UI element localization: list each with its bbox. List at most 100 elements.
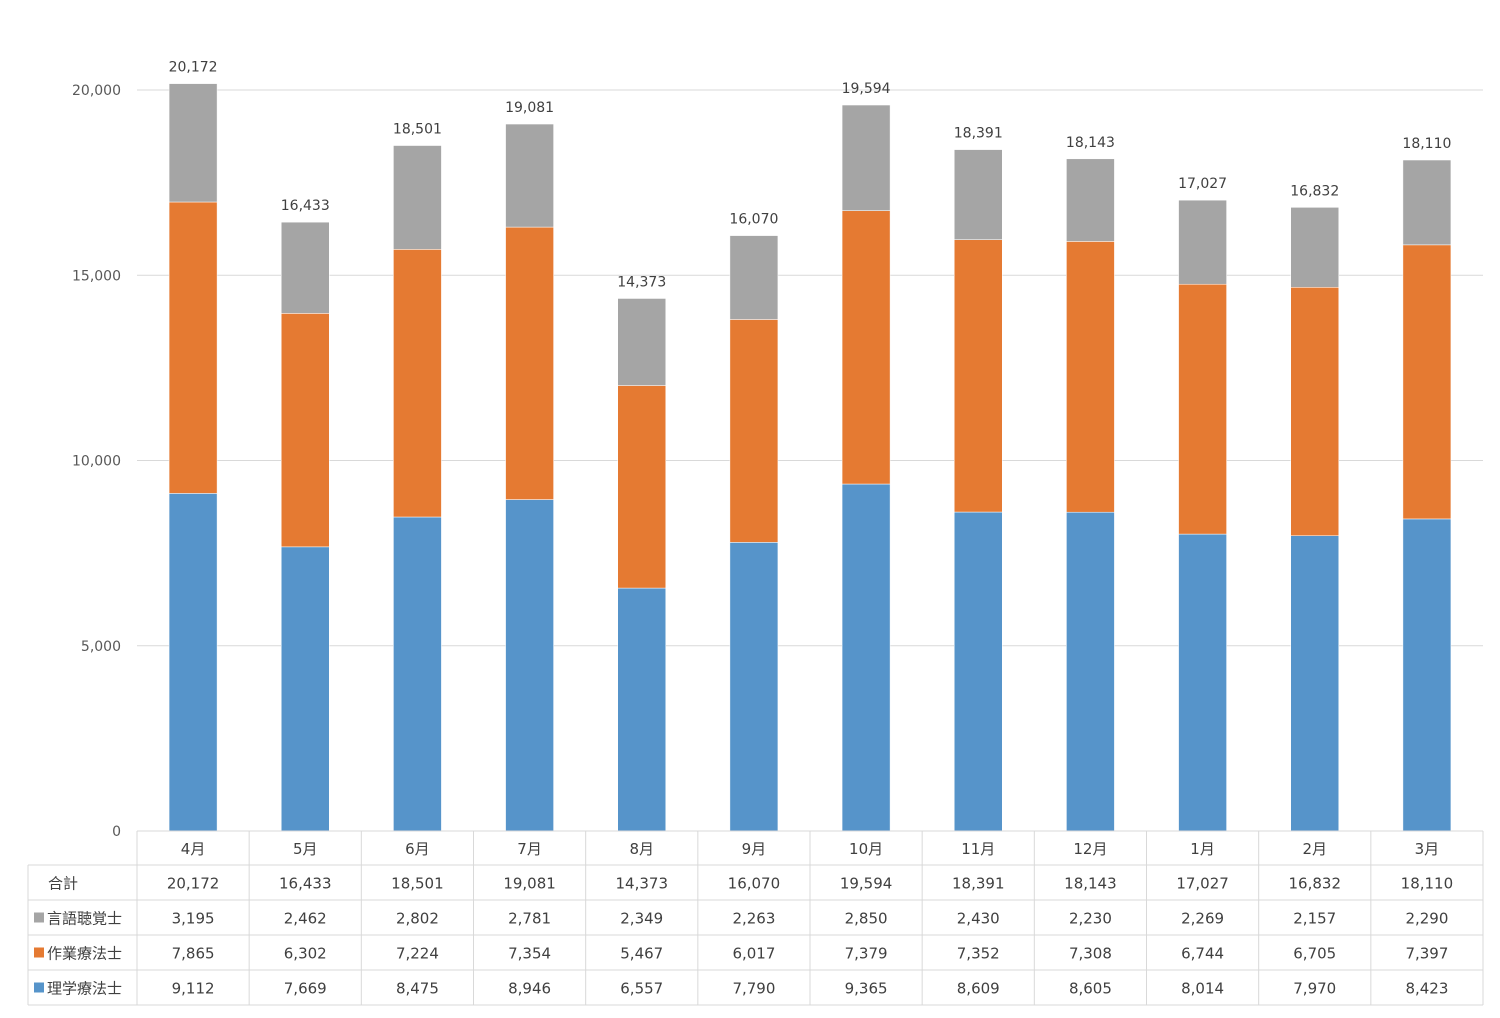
table-cell-4-1: 9,112 <box>172 980 215 998</box>
table-cell-1-3: 18,501 <box>391 875 444 893</box>
bar-2-7 <box>841 210 891 485</box>
bar-2-4 <box>505 226 554 500</box>
legend-label-4: 理学療法士 <box>47 980 122 998</box>
bar-1-9 <box>1066 511 1115 832</box>
x-tick-label-9: 12月 <box>1073 840 1107 858</box>
table-cell-4-4: 8,946 <box>508 980 551 998</box>
total-label-12: 18,110 <box>1402 136 1451 152</box>
bar-1-7 <box>841 483 891 832</box>
legend-label-2: 言語聴覚士 <box>47 910 122 928</box>
table-cell-3-7: 7,379 <box>845 945 888 963</box>
total-label-10: 17,027 <box>1178 176 1227 192</box>
table-cell-2-12: 2,290 <box>1405 910 1448 928</box>
table-cell-3-8: 7,352 <box>957 945 1000 963</box>
bar-1-10 <box>1178 533 1227 832</box>
table-cell-3-2: 6,302 <box>284 945 327 963</box>
legend-key-2 <box>34 912 44 923</box>
table-cell-2-9: 2,230 <box>1069 910 1112 928</box>
table-cell-2-11: 2,157 <box>1293 910 1336 928</box>
x-tick-label-4: 7月 <box>517 840 542 858</box>
bar-1-8 <box>954 511 1003 832</box>
table-cell-4-9: 8,605 <box>1069 980 1112 998</box>
x-tick-label-12: 3月 <box>1415 840 1440 858</box>
bar-3-6 <box>729 235 779 320</box>
x-tick-label-11: 2月 <box>1302 840 1327 858</box>
bar-1-6 <box>729 542 779 832</box>
y-tick-label-0: 0 <box>112 824 121 840</box>
table-cell-4-6: 7,790 <box>732 980 775 998</box>
x-tick-label-3: 6月 <box>405 840 430 858</box>
table-cell-1-6: 16,070 <box>728 875 781 893</box>
bar-3-12 <box>1402 159 1452 246</box>
table-cell-1-10: 17,027 <box>1176 875 1229 893</box>
bar-2-8 <box>954 239 1003 513</box>
x-tick-label-8: 11月 <box>961 840 995 858</box>
table-cell-4-11: 7,970 <box>1293 980 1336 998</box>
total-label-5: 14,373 <box>617 274 666 290</box>
bar-3-9 <box>1066 158 1115 242</box>
total-label-2: 16,433 <box>281 198 330 214</box>
table-cell-3-5: 5,467 <box>620 945 663 963</box>
table-cell-1-11: 16,832 <box>1289 875 1342 893</box>
bar-2-3 <box>393 249 442 518</box>
table-cell-4-3: 8,475 <box>396 980 439 998</box>
table-cell-3-11: 6,705 <box>1293 945 1336 963</box>
table-cell-3-9: 7,308 <box>1069 945 1112 963</box>
table-row-label-total: 合計 <box>48 875 78 893</box>
y-tick-label-3: 15,000 <box>72 268 121 284</box>
total-label-9: 18,143 <box>1066 135 1115 151</box>
total-label-4: 19,081 <box>505 100 554 116</box>
table-cell-2-10: 2,269 <box>1181 910 1224 928</box>
x-tick-label-10: 1月 <box>1190 840 1215 858</box>
table-cell-1-1: 20,172 <box>167 875 220 893</box>
table-cell-4-5: 6,557 <box>620 980 663 998</box>
bar-3-11 <box>1290 207 1339 288</box>
bar-3-7 <box>841 104 891 211</box>
table-cell-1-7: 19,594 <box>840 875 893 893</box>
bar-2-9 <box>1066 241 1115 513</box>
bar-2-10 <box>1178 283 1227 535</box>
total-label-6: 16,070 <box>729 212 778 228</box>
bar-1-4 <box>505 499 554 832</box>
table-cell-3-6: 6,017 <box>732 945 775 963</box>
total-label-7: 19,594 <box>842 81 891 97</box>
bar-3-1 <box>168 83 218 203</box>
table-cell-2-7: 2,850 <box>845 910 888 928</box>
table-cell-3-10: 6,744 <box>1181 945 1224 963</box>
y-tick-label-1: 5,000 <box>81 639 121 655</box>
table-cell-3-12: 7,397 <box>1405 945 1448 963</box>
total-label-8: 18,391 <box>954 126 1003 142</box>
table-cell-1-8: 18,391 <box>952 875 1005 893</box>
bar-2-1 <box>168 201 218 494</box>
table-cell-2-6: 2,263 <box>732 910 775 928</box>
bar-1-5 <box>617 587 666 832</box>
table-cell-3-1: 7,865 <box>172 945 215 963</box>
table-cell-1-12: 18,110 <box>1401 875 1454 893</box>
bar-1-2 <box>281 546 330 832</box>
table-cell-2-4: 2,781 <box>508 910 551 928</box>
bar-2-2 <box>281 313 330 548</box>
x-tick-label-1: 4月 <box>181 840 206 858</box>
bar-3-3 <box>393 145 442 250</box>
table-cell-2-8: 2,430 <box>957 910 1000 928</box>
bar-2-5 <box>617 385 666 589</box>
table-cell-2-2: 2,462 <box>284 910 327 928</box>
table-cell-4-8: 8,609 <box>957 980 1000 998</box>
bar-1-12 <box>1402 518 1452 832</box>
total-label-11: 16,832 <box>1290 183 1339 199</box>
x-tick-label-6: 9月 <box>742 840 767 858</box>
table-cell-2-1: 3,195 <box>172 910 215 928</box>
bar-1-11 <box>1290 535 1339 832</box>
bar-1-1 <box>168 493 218 832</box>
bar-3-10 <box>1178 199 1227 285</box>
x-tick-label-2: 5月 <box>293 840 318 858</box>
bar-1-3 <box>393 516 442 832</box>
bar-2-6 <box>729 319 779 543</box>
y-tick-label-2: 10,000 <box>72 454 121 470</box>
table-cell-2-5: 2,349 <box>620 910 663 928</box>
table-cell-1-4: 19,081 <box>503 875 556 893</box>
legend-label-3: 作業療法士 <box>47 945 122 963</box>
table-cell-1-5: 14,373 <box>616 875 669 893</box>
